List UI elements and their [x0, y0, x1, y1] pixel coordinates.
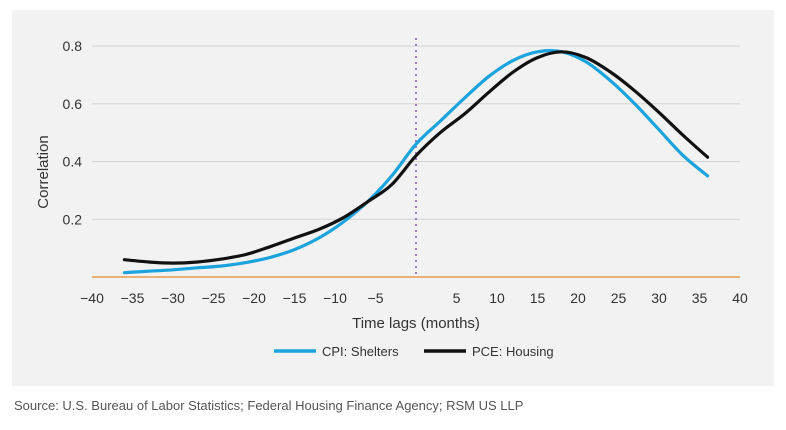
series-lines — [122, 49, 710, 275]
series-line-pce-housing — [122, 50, 710, 265]
x-tick-label: −30 — [161, 290, 185, 306]
y-tick-label: 0.2 — [63, 211, 83, 227]
x-tick-label: −5 — [368, 290, 384, 306]
y-tick-label: 0.4 — [63, 154, 83, 170]
y-tick-label: 0.8 — [63, 38, 83, 54]
y-tick-label: 0.6 — [63, 96, 83, 112]
legend-label-pce-housing: PCE: Housing — [472, 344, 554, 359]
x-tick-label: 35 — [692, 290, 708, 306]
x-tick-label: 20 — [570, 290, 586, 306]
chart-panel: −40 −35 −30 −25 −20 −15 −10 −5 5 10 15 20 25 30 35 40 0… — [12, 10, 774, 386]
x-tick-label: 40 — [732, 290, 748, 306]
x-tick-label: −15 — [283, 290, 307, 306]
legend-label-cpi-shelters: CPI: Shelters — [322, 344, 399, 359]
y-tick-labels: 0.2 0.4 0.6 0.8 — [63, 38, 83, 227]
grid-lines — [92, 45, 740, 220]
x-tick-label: 10 — [489, 290, 505, 306]
x-tick-label: 25 — [611, 290, 627, 306]
y-axis-title: Correlation — [35, 135, 52, 208]
series-line-cpi-shelters — [122, 49, 710, 275]
x-tick-label: −25 — [202, 290, 226, 306]
x-tick-label: −20 — [242, 290, 266, 306]
x-tick-label: −40 — [80, 290, 104, 306]
line-chart: −40 −35 −30 −25 −20 −15 −10 −5 5 10 15 20 25 30 35 40 0… — [35, 38, 748, 359]
x-tick-label: 5 — [453, 290, 461, 306]
x-tick-label: 30 — [651, 290, 667, 306]
x-tick-label: −35 — [121, 290, 145, 306]
x-tick-label: −10 — [323, 290, 347, 306]
source-note: Source: U.S. Bureau of Labor Statistics;… — [14, 398, 524, 413]
x-axis-title: Time lags (months) — [352, 315, 480, 332]
legend: CPI: Shelters PCE: Housing — [274, 344, 554, 359]
x-tick-label: 15 — [530, 290, 546, 306]
x-tick-labels: −40 −35 −30 −25 −20 −15 −10 −5 5 10 15 20 25 30 35 40 — [80, 290, 748, 306]
